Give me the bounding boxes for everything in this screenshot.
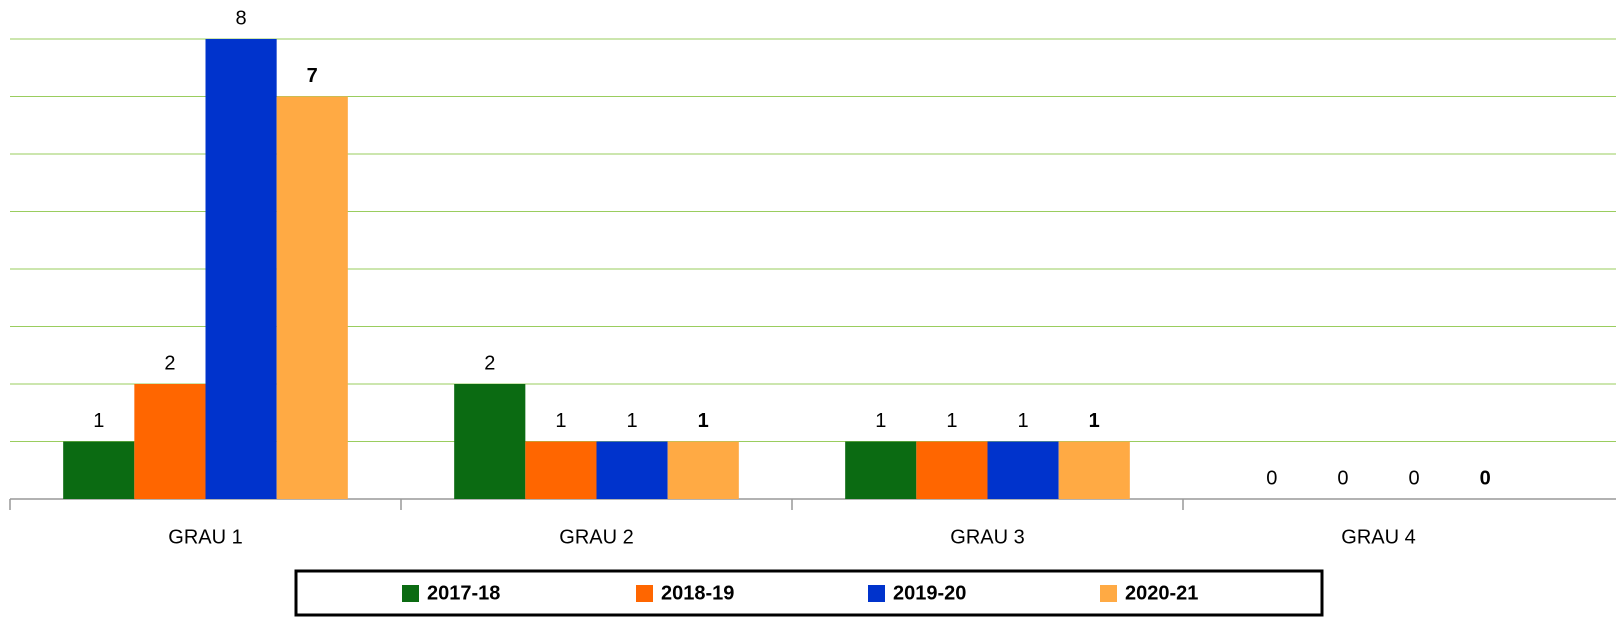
data-label: 2: [484, 352, 495, 374]
bar: [205, 39, 277, 499]
legend-box: [294, 569, 1324, 617]
x-tick-label: GRAU 4: [1341, 526, 1415, 548]
data-label: 1: [627, 410, 638, 432]
legend-swatch: [1100, 585, 1117, 602]
bar: [987, 441, 1059, 499]
bar: [667, 441, 739, 499]
data-label: 1: [93, 410, 104, 432]
data-label: 1: [1018, 410, 1029, 432]
bar: [134, 384, 206, 499]
data-label: 1: [946, 410, 957, 432]
bar: [845, 441, 917, 499]
data-label: 0: [1409, 467, 1420, 489]
x-tick-label: GRAU 3: [950, 526, 1024, 548]
data-label: 1: [1089, 410, 1100, 432]
data-label: 1: [698, 410, 709, 432]
bar: [596, 441, 668, 499]
data-label: 7: [307, 65, 318, 87]
bar: [63, 441, 135, 499]
data-label: 0: [1480, 467, 1491, 489]
data-label: 0: [1266, 467, 1277, 489]
legend-label: 2017-18: [427, 582, 500, 604]
x-tick-label: GRAU 1: [168, 526, 242, 548]
legend-swatch: [402, 585, 419, 602]
legend-label: 2020-21: [1125, 582, 1198, 604]
data-label: 1: [555, 410, 566, 432]
data-label: 1: [875, 410, 886, 432]
legend-swatch: [868, 585, 885, 602]
bar: [525, 441, 597, 499]
bar: [276, 96, 348, 499]
bar: [1058, 441, 1130, 499]
data-label: 8: [236, 7, 247, 29]
bar: [916, 441, 988, 499]
legend-label: 2018-19: [661, 582, 734, 604]
data-label: 0: [1337, 467, 1348, 489]
bar: [454, 384, 526, 499]
legend-swatch: [636, 585, 653, 602]
data-label: 2: [164, 352, 175, 374]
legend-label: 2019-20: [893, 582, 966, 604]
x-tick-label: GRAU 2: [559, 526, 633, 548]
